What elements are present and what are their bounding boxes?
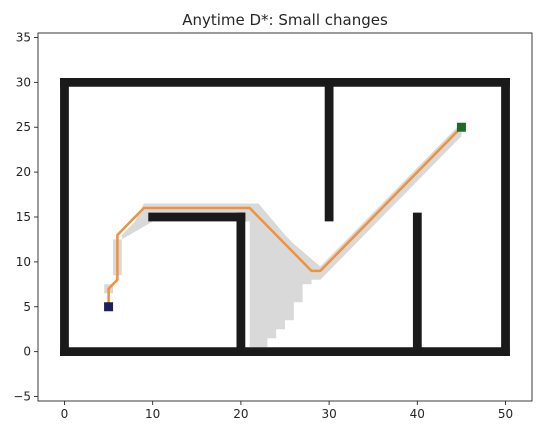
explored-region (249, 208, 321, 348)
chart-title: Anytime D*: Small changes (182, 11, 388, 29)
axes-frame (37, 32, 533, 402)
y-tick-label-30: 30 (16, 75, 31, 89)
y-tick-label-25: 25 (16, 120, 31, 134)
x-tick-label-40: 40 (410, 407, 425, 421)
y-tick-label-35: 35 (16, 30, 31, 44)
x-tick-label-0: 0 (61, 407, 69, 421)
y-tick-label--5: −5 (13, 390, 31, 404)
plot-area (60, 77, 510, 357)
x-tick-label-10: 10 (145, 407, 160, 421)
path-line (107, 125, 463, 309)
y-axis: −5 0 5 10 15 20 25 30 35 (13, 30, 38, 404)
y-tick-label-0: 0 (23, 345, 31, 359)
start-marker (104, 302, 114, 312)
goal-marker (456, 122, 466, 132)
y-tick-label-5: 5 (23, 300, 31, 314)
x-tick-label-30: 30 (321, 407, 336, 421)
x-axis: 0 10 20 30 40 50 (61, 401, 513, 421)
y-tick-label-10: 10 (16, 255, 31, 269)
x-tick-label-50: 50 (498, 407, 513, 421)
x-tick-label-20: 20 (233, 407, 248, 421)
y-tick-label-15: 15 (16, 210, 31, 224)
y-tick-label-20: 20 (16, 165, 31, 179)
